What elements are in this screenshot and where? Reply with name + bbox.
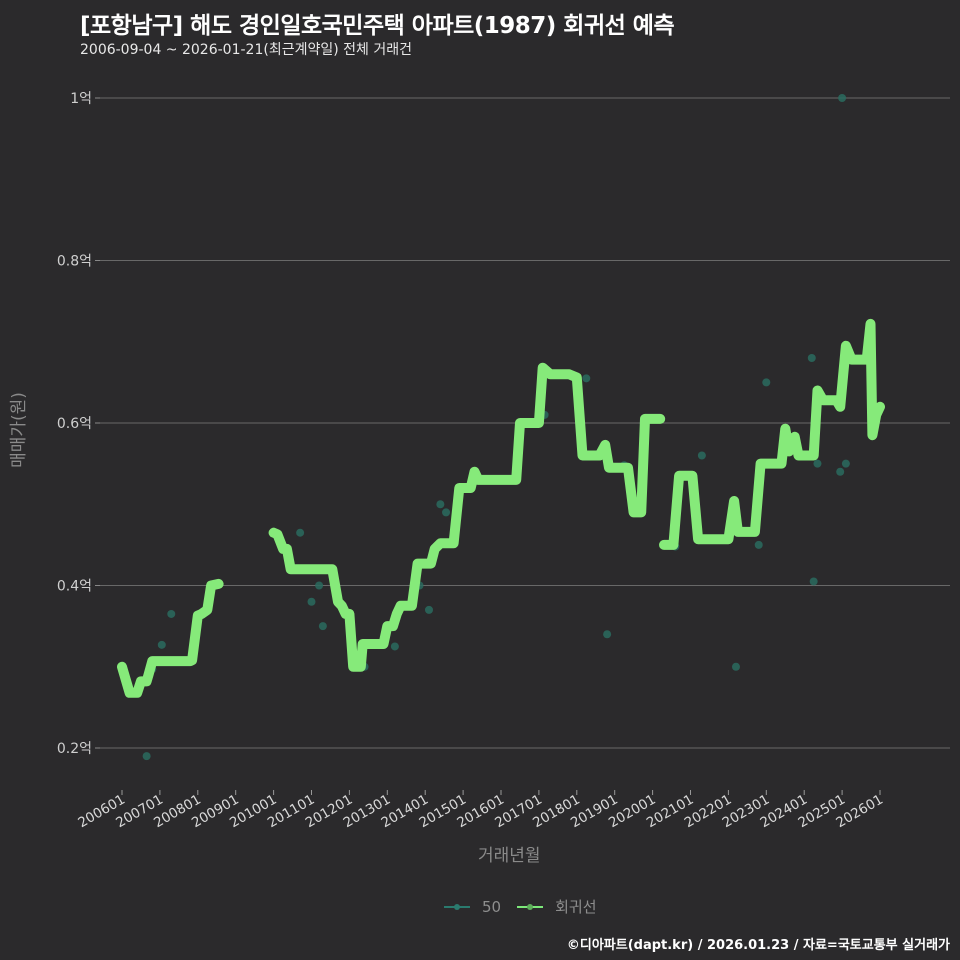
y-tick-label: 1억 <box>70 91 92 107</box>
chart-title: [포항남구] 해도 경인일호국민주택 아파트(1987) 회귀선 예측 <box>80 13 675 39</box>
footer-credit: ©디아파트(dapt.kr) / 2026.01.23 / 자료=국토교통부 실… <box>566 938 950 953</box>
legend-label-50: 50 <box>482 897 502 916</box>
legend-line-green-icon <box>517 903 544 910</box>
scatter-point <box>424 605 433 614</box>
y-tick-label: 0.2억 <box>57 741 92 757</box>
scatter-point <box>603 630 612 639</box>
legend-item-regression[interactable]: 회귀선 <box>517 896 597 917</box>
scatter-point <box>813 459 822 468</box>
y-axis-ticks: 0.2억 0.4억 0.6억 0.8억 1억 <box>57 91 100 757</box>
scatter-point <box>157 640 166 649</box>
scatter-point <box>436 500 445 509</box>
y-gridlines <box>100 97 950 749</box>
scatter-point <box>315 581 324 590</box>
regression-line-segment <box>659 318 885 550</box>
scatter-point <box>296 528 305 537</box>
x-axis-ticks: 2006012007012008012009012010012011012012… <box>75 790 886 831</box>
y-axis-label: 매매가(원) <box>9 392 29 468</box>
y-tick-label: 0.6억 <box>57 416 92 432</box>
scatter-point <box>307 597 316 606</box>
scatter-point <box>754 540 763 549</box>
regression-line <box>117 318 885 698</box>
scatter-point <box>390 642 399 651</box>
scatter-point <box>697 451 706 460</box>
y-tick-label: 0.8억 <box>57 254 92 270</box>
scatter-point <box>167 609 176 618</box>
x-axis-label: 거래년월 <box>478 846 541 866</box>
scatter-point <box>838 94 847 102</box>
legend-item-50[interactable]: 50 <box>444 898 501 916</box>
scatter-point <box>809 577 818 586</box>
scatter-points-50 <box>142 94 850 761</box>
scatter-point <box>731 662 740 671</box>
legend-line-teal-icon <box>444 903 470 910</box>
regression-line-segment <box>117 578 224 698</box>
scatter-point <box>836 467 845 476</box>
scatter-point <box>318 622 327 631</box>
scatter-point <box>142 752 151 761</box>
legend-label-regression: 회귀선 <box>555 898 597 916</box>
chart-subtitle: 2006-09-04 ~ 2026-01-21(최근계약일) 전체 거래건 <box>80 42 412 58</box>
scatter-point <box>841 459 850 468</box>
scatter-point <box>442 508 451 517</box>
regression-line-segment <box>268 362 666 672</box>
y-tick-label: 0.4억 <box>57 579 92 595</box>
scatter-point <box>582 374 591 383</box>
legend: 50 회귀선 <box>444 896 605 917</box>
scatter-point <box>807 354 816 362</box>
scatter-point <box>762 378 771 387</box>
